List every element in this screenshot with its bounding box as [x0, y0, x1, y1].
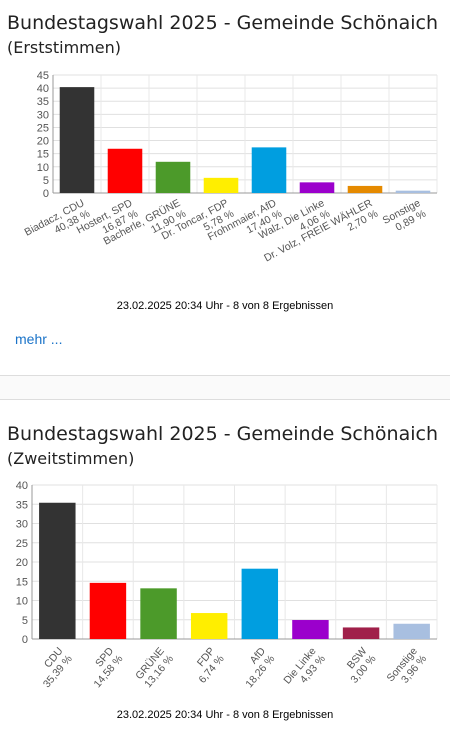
y-tick-label: 0	[43, 188, 49, 200]
divider	[0, 375, 450, 376]
result-timestamp: 23.02.2025 20:34 Uhr - 8 von 8 Ergebniss…	[116, 709, 334, 721]
y-tick-label: 25	[16, 538, 28, 550]
x-tick-label: Sonstige3,96 %	[385, 645, 430, 692]
y-tick-label: 35	[16, 499, 28, 511]
y-tick-label: 15	[37, 149, 49, 161]
y-tick-label: 0	[22, 634, 28, 646]
y-tick-label: 35	[37, 96, 49, 108]
y-tick-label: 30	[16, 519, 28, 531]
y-tick-label: 5	[43, 175, 49, 187]
y-tick-label: 40	[37, 83, 49, 95]
x-tick-label: CDU35,39 %	[32, 645, 75, 690]
y-tick-label: 25	[37, 122, 49, 134]
result-timestamp: 23.02.2025 20:34 Uhr - 8 von 8 Ergebniss…	[116, 300, 334, 312]
y-tick-label: 20	[16, 557, 28, 569]
x-tick-label: BSW3,00 %	[339, 645, 378, 686]
x-tick-label: GRÜNE13,16 %	[133, 645, 176, 690]
bar	[251, 147, 287, 193]
y-tick-label: 20	[37, 136, 49, 148]
bar	[89, 582, 127, 639]
bar	[292, 620, 329, 639]
y-tick-label: 15	[16, 576, 28, 588]
bar	[203, 177, 239, 193]
bar	[140, 588, 177, 639]
x-tick-label: FDP6,74 %	[187, 645, 226, 685]
y-tick-label: 30	[37, 109, 49, 121]
bar	[299, 182, 335, 193]
bar	[190, 613, 228, 639]
bar	[395, 190, 431, 193]
chart-title-text: Bundestagswahl 2025 - Gemeinde Schönaich	[7, 12, 438, 34]
x-tick-label: Sonstige0,89 %	[381, 197, 428, 237]
y-tick-label: 45	[37, 70, 49, 82]
x-tick-label: SPD14,58 %	[82, 645, 125, 690]
chart-title-zweitstimmen: Bundestagswahl 2025 - Gemeinde Schönaich…	[7, 422, 450, 471]
divider	[0, 399, 450, 400]
chart-title-erststimmen: Bundestagswahl 2025 - Gemeinde Schönaich…	[7, 11, 450, 60]
bar	[347, 185, 383, 193]
bar	[393, 623, 430, 639]
bar	[39, 502, 76, 639]
more-link[interactable]: mehr ...	[15, 331, 63, 347]
bar	[107, 148, 143, 193]
chart-subtitle: (Zweitstimmen)	[7, 449, 135, 468]
x-tick-label: Die Linke4,93 %	[281, 645, 328, 694]
chart-subtitle: (Erststimmen)	[7, 38, 121, 57]
y-tick-label: 40	[16, 480, 28, 492]
bar	[155, 161, 191, 193]
bar	[241, 568, 279, 639]
bar-chart-zweitstimmen: 0 5 10 15 20 25 30 35 40 CDU35,39 % SPD14,58 % GRÜN…	[16, 480, 438, 694]
section-gap	[0, 376, 450, 399]
bar	[59, 87, 95, 193]
bar	[342, 627, 380, 639]
y-tick-label: 10	[37, 162, 49, 174]
chart-title-text: Bundestagswahl 2025 - Gemeinde Schönaich	[7, 423, 438, 445]
x-tick-label: AfD18,26 %	[234, 645, 277, 690]
y-tick-label: 5	[22, 615, 28, 627]
y-tick-label: 10	[16, 596, 28, 608]
